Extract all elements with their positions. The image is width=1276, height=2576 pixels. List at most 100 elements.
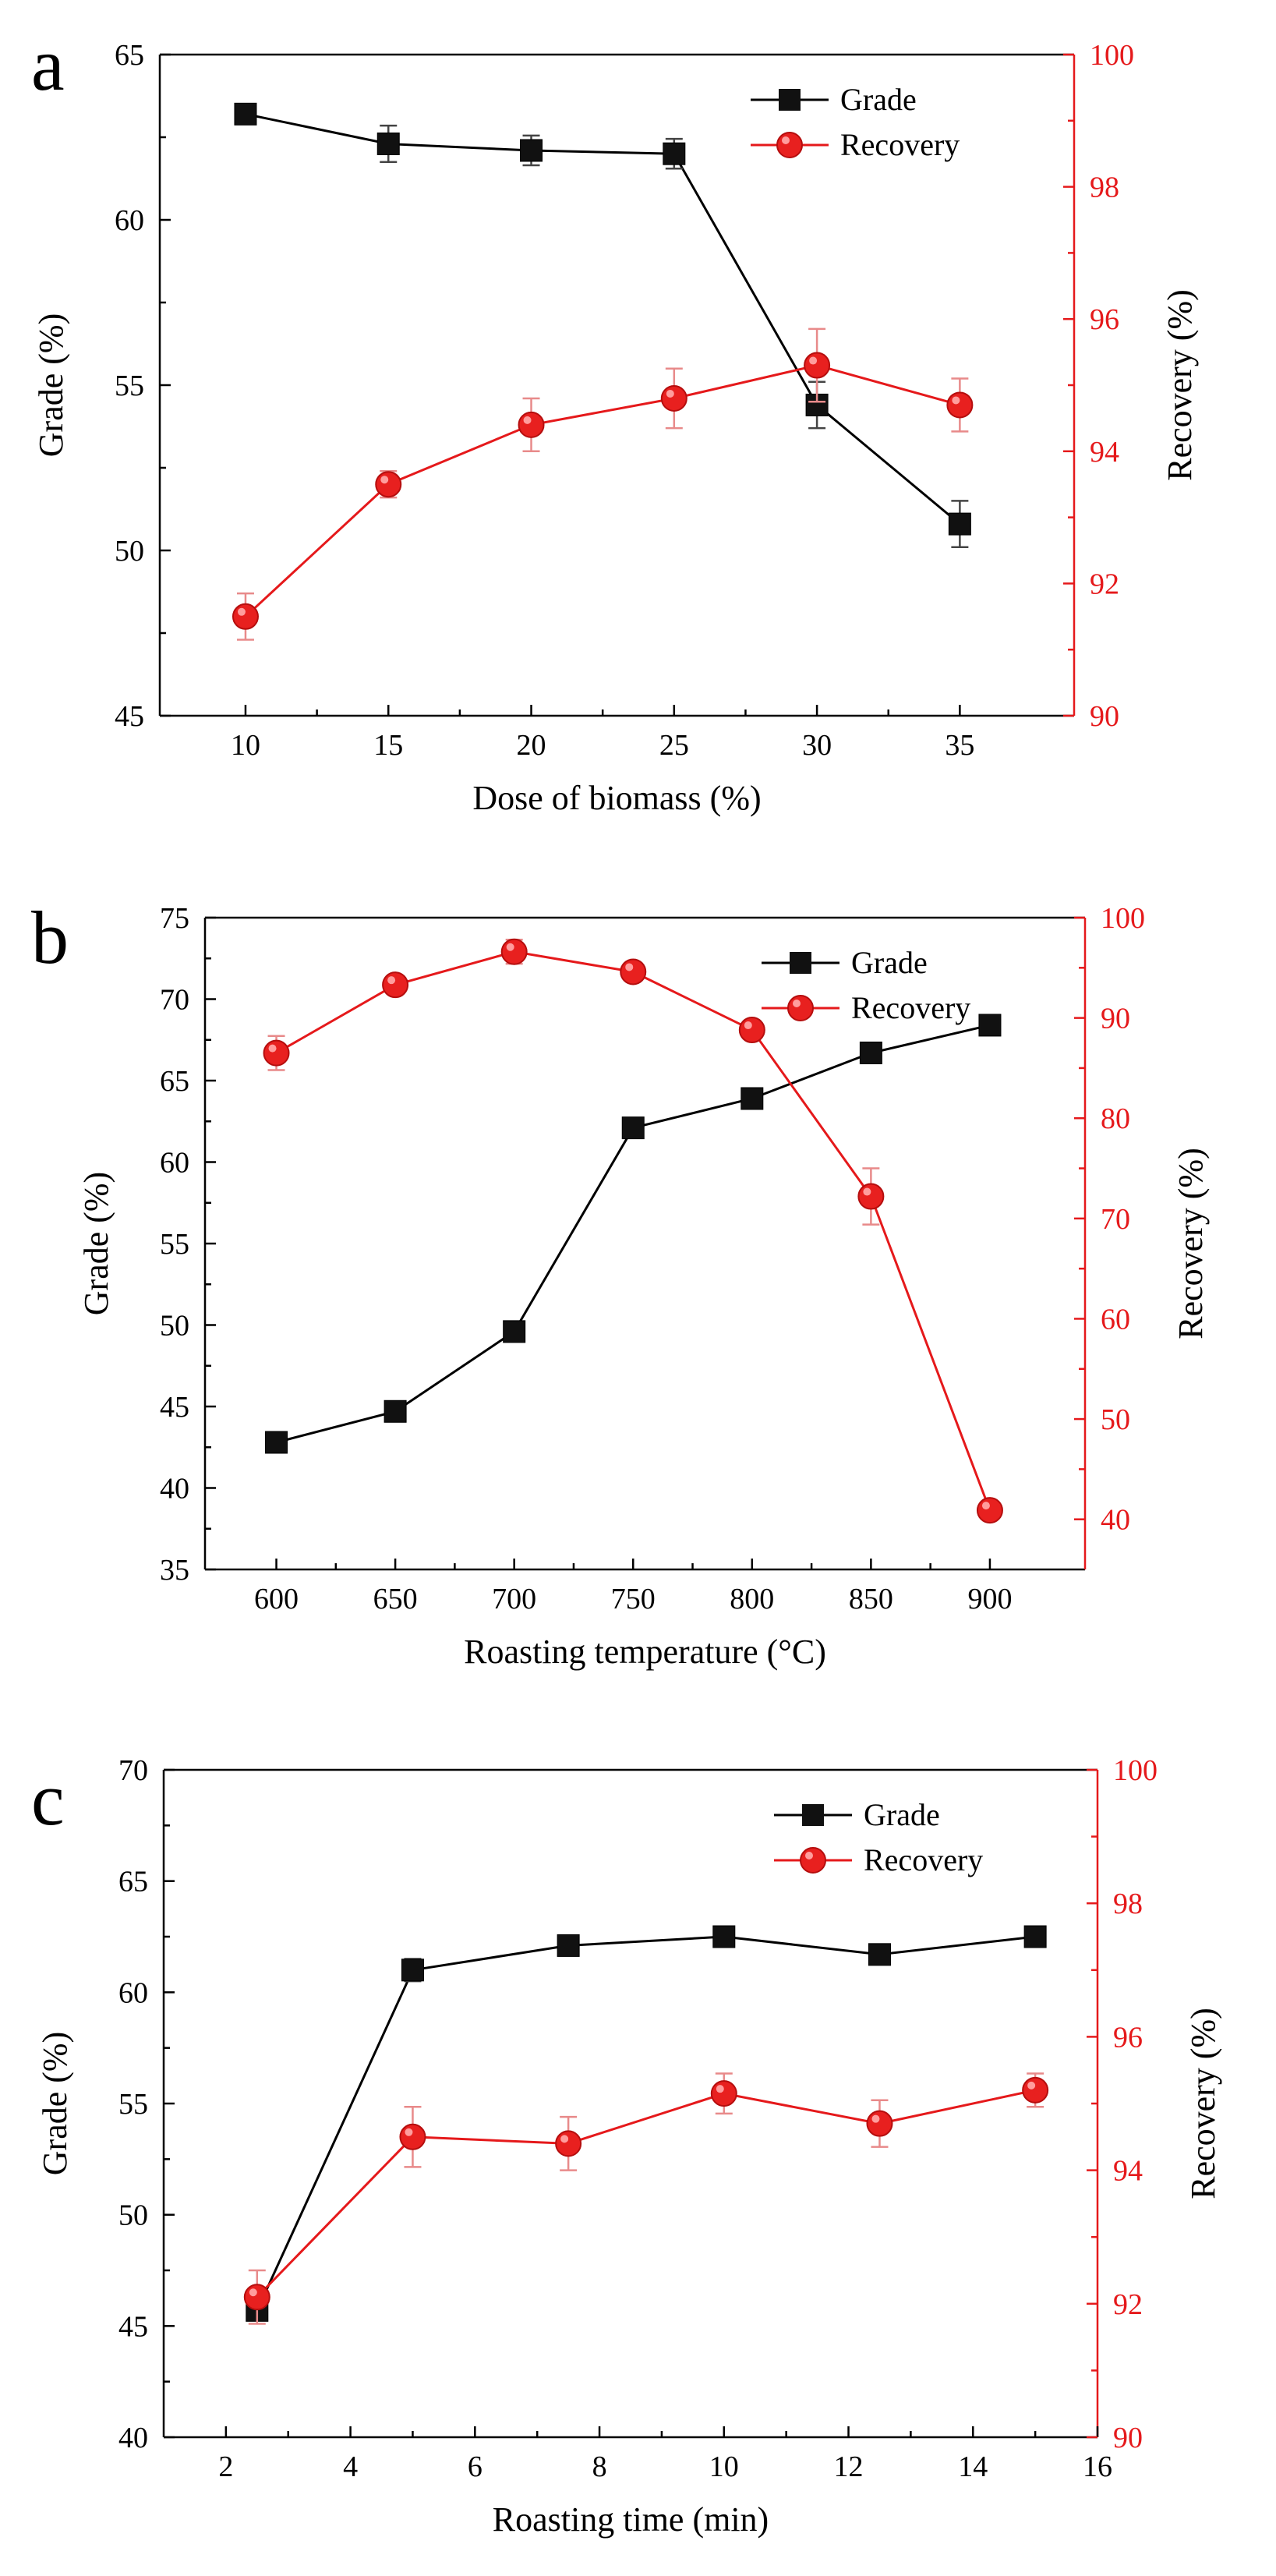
legend-marker [790, 952, 811, 974]
x-axis-title: Dose of biomass (%) [472, 779, 761, 817]
series-grade [265, 1014, 1002, 1454]
y-tick-label-right: 90 [1090, 700, 1119, 733]
x-tick-label: 600 [254, 1583, 299, 1615]
data-point-highlight [380, 476, 389, 484]
legend-marker-highlight [793, 1000, 801, 1007]
data-point-grade [1023, 1925, 1047, 1948]
y-tick-label-right: 98 [1090, 172, 1119, 204]
y-tick-label-left: 40 [118, 2422, 148, 2454]
y-tick-label-right: 70 [1101, 1203, 1130, 1236]
x-tick-label: 12 [834, 2450, 864, 2483]
y-tick-label-left: 55 [118, 2088, 148, 2121]
data-point-highlight [506, 943, 514, 951]
legend-item-recovery: Recovery [751, 127, 960, 162]
series-line [256, 2089, 1036, 2298]
data-point-grade [948, 512, 971, 536]
y-tick-label-left: 65 [160, 1065, 189, 1098]
data-point-grade [376, 132, 400, 155]
data-point-highlight [871, 2114, 880, 2123]
series-recovery [243, 2072, 1049, 2325]
x-tick-label: 25 [659, 729, 689, 762]
panel-label: c [31, 1757, 65, 1841]
data-point-highlight [268, 1044, 277, 1053]
data-point-grade [859, 1041, 882, 1064]
y-tick-label-left: 50 [115, 535, 144, 568]
data-point-recovery [804, 352, 831, 379]
y-tick-label-left: 45 [118, 2310, 148, 2343]
y-axis-title-left: Grade (%) [36, 2032, 74, 2175]
y-tick-label-left: 55 [115, 370, 144, 402]
y-tick-label-left: 45 [160, 1391, 189, 1424]
data-point-recovery [866, 2110, 893, 2137]
data-point-grade [401, 1959, 424, 1982]
y-tick-label-left: 55 [160, 1228, 189, 1261]
x-tick-label: 10 [709, 2450, 739, 2483]
y-tick-label-left: 40 [160, 1473, 189, 1506]
legend-item-grade: Grade [762, 945, 928, 980]
legend-marker [779, 89, 801, 111]
series-recovery [263, 938, 1003, 1524]
y-tick-label-left: 50 [118, 2199, 148, 2232]
y-axis-title-right: Recovery (%) [1161, 289, 1199, 481]
data-point-recovery [976, 1497, 1003, 1524]
x-tick-label: 20 [517, 729, 546, 762]
chart-panel-a: a 10 15 20 25 30 35 45 50 55 60 65 90 92 94 96 98 100 Dose… [31, 23, 1199, 817]
y-tick-label-left: 65 [115, 39, 144, 72]
x-tick-label: 15 [373, 729, 403, 762]
data-point-recovery [857, 1183, 885, 1210]
x-tick-label: 10 [231, 729, 260, 762]
legend-item-grade: Grade [774, 1797, 940, 1832]
legend-marker [776, 132, 803, 158]
y-tick-label-right: 96 [1090, 303, 1119, 336]
x-tick-label: 30 [802, 729, 832, 762]
chart-panel-b: b 600 650 700 750 800 850 900 35 40 45 50 55 60 65 70 75… [31, 896, 1210, 1671]
y-tick-label-right: 100 [1113, 1754, 1158, 1787]
data-point-grade [234, 102, 257, 126]
legend-label: Grade [851, 945, 928, 980]
y-tick-label-right: 60 [1101, 1303, 1130, 1336]
data-point-highlight [625, 963, 634, 971]
legend-item-recovery: Recovery [762, 990, 970, 1025]
data-point-highlight [863, 1187, 871, 1196]
data-point-grade [557, 1934, 580, 1957]
y-tick-label-left: 45 [115, 700, 144, 733]
chart-panel-c: c 2 4 6 8 10 12 14 16 40 45 50 55 60 65 70 90 92 94 96 98 100… [31, 1754, 1222, 2539]
data-point-grade [384, 1399, 407, 1423]
x-tick-label: 2 [218, 2450, 233, 2483]
x-tick-label: 900 [967, 1583, 1012, 1615]
data-point-recovery [243, 2284, 270, 2311]
y-tick-label-right: 92 [1090, 568, 1119, 600]
data-point-highlight [405, 2128, 413, 2136]
y-tick-label-right: 80 [1101, 1102, 1130, 1135]
legend-label: Recovery [851, 990, 970, 1025]
y-axis-title-right: Recovery (%) [1172, 1148, 1210, 1339]
legend-label: Grade [840, 82, 917, 117]
legend-marker-highlight [805, 1852, 813, 1859]
data-point-highlight [952, 396, 960, 405]
y-tick-label-left: 65 [118, 1866, 148, 1898]
data-point-recovery [738, 1017, 765, 1044]
series-line [244, 364, 960, 617]
x-tick-label: 8 [592, 2450, 607, 2483]
data-point-recovery [555, 2130, 582, 2157]
legend-item-recovery: Recovery [774, 1842, 983, 1877]
data-point-highlight [1027, 2081, 1036, 2089]
series-grade [234, 102, 971, 549]
y-tick-label-right: 94 [1090, 436, 1119, 469]
data-point-highlight [237, 607, 246, 616]
data-point-highlight [387, 976, 396, 985]
y-tick-label-left: 60 [118, 1976, 148, 2009]
y-axis-title-left: Grade (%) [77, 1172, 115, 1315]
data-point-recovery [232, 603, 259, 630]
x-tick-label: 700 [492, 1583, 536, 1615]
y-tick-label-right: 90 [1113, 2422, 1143, 2454]
legend-item-grade: Grade [751, 82, 917, 117]
data-point-grade [621, 1116, 645, 1140]
x-tick-label: 650 [373, 1583, 418, 1615]
data-point-highlight [809, 356, 818, 365]
data-point-recovery [620, 958, 647, 985]
data-point-grade [868, 1943, 891, 1966]
y-tick-label-right: 100 [1101, 902, 1145, 935]
data-point-grade [978, 1014, 1002, 1037]
